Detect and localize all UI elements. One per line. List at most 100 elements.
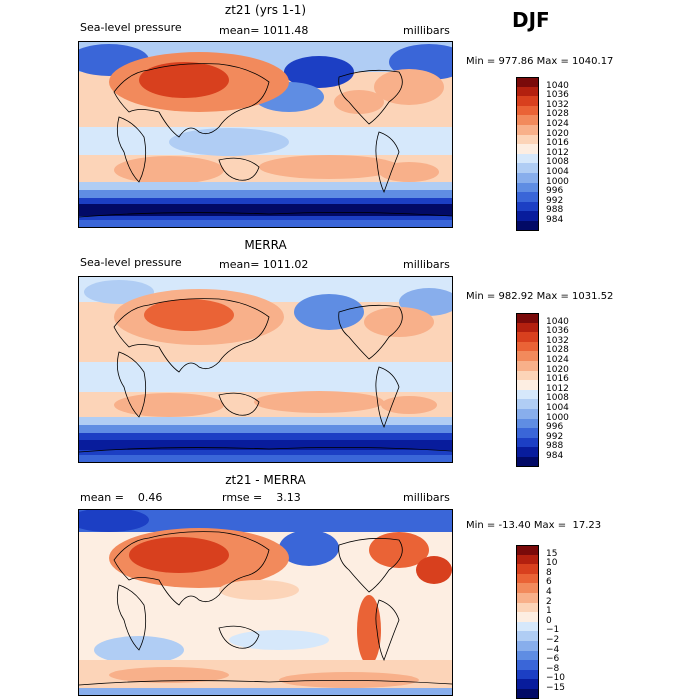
colorbar-frame	[516, 545, 539, 699]
colorbar-tick-label: 1004	[546, 167, 569, 177]
colorbar-swatch	[516, 660, 539, 670]
colorbar-tick-label: 1016	[546, 138, 569, 149]
colorbar-swatch	[516, 631, 539, 641]
panel-3-title: zt21 - MERRA	[225, 473, 306, 487]
colorbar-tick-label: 10	[546, 558, 558, 569]
panel-2-mean-label: mean= 1011.02	[219, 258, 309, 271]
colorbar-swatch	[516, 322, 539, 333]
colorbar-tick-label: 1040	[546, 80, 569, 91]
colorbar-tick-label: 6	[546, 577, 552, 588]
colorbar-swatch	[516, 389, 539, 400]
colorbar-swatch	[516, 564, 539, 574]
colorbar-tick-label: 1024	[546, 355, 569, 365]
colorbar-tick-label: 1024	[546, 119, 569, 129]
colorbar-swatch	[516, 351, 539, 361]
colorbar-swatch	[516, 313, 539, 323]
colorbar-swatch	[516, 409, 539, 419]
colorbar-tick-label: 996	[546, 422, 564, 433]
colorbar-swatch	[516, 593, 539, 603]
panel-2-map	[78, 276, 453, 463]
colorbar-swatch	[516, 621, 539, 632]
colorbar-swatch	[516, 370, 539, 381]
colorbar-tick-label: 1036	[546, 326, 569, 337]
panel-3-map-field	[79, 510, 452, 695]
panel-2-left-label: Sea-level pressure	[80, 256, 182, 269]
colorbar-tick-label: −4	[546, 644, 560, 655]
panel-3-map	[78, 509, 453, 696]
panel-3-rmse-label: rmse = 3.13	[222, 491, 301, 504]
panel-2-map-field	[79, 277, 452, 462]
colorbar-swatch	[516, 399, 539, 409]
panel-1-left-label: Sea-level pressure	[80, 21, 182, 34]
colorbar-tick-label: 1020	[546, 128, 569, 139]
colorbar-swatch	[516, 221, 539, 231]
colorbar-swatch	[516, 211, 539, 221]
colorbar-tick-label: 1000	[546, 412, 569, 423]
panel-2-title: MERRA	[244, 238, 287, 252]
colorbar-tick-label: 1012	[546, 147, 569, 158]
panel-3-left-label: mean = 0.46	[80, 491, 163, 504]
colorbar-swatch	[516, 380, 539, 390]
colorbar-swatch	[516, 341, 539, 352]
colorbar-tick-label: −15	[546, 683, 565, 693]
colorbar-tick-label: −1	[546, 625, 560, 636]
colorbar-tick-label: 8	[546, 567, 552, 578]
colorbar-swatch	[516, 447, 539, 457]
colorbar-swatch	[516, 105, 539, 116]
panel-3-minmax: Min = -13.40 Max = 17.23	[466, 520, 602, 531]
colorbar-swatch	[516, 86, 539, 97]
colorbar-swatch	[516, 650, 539, 661]
colorbar-swatch	[516, 192, 539, 202]
colorbar-swatch	[516, 573, 539, 584]
colorbar-swatch	[516, 602, 539, 613]
colorbar-tick-label: −6	[546, 654, 560, 665]
panel-1-units-label: millibars	[403, 24, 450, 37]
colorbar-frame	[516, 313, 539, 467]
colorbar-tick-label: 1008	[546, 157, 569, 168]
colorbar-swatch	[516, 583, 539, 593]
colorbar-tick-label: 1012	[546, 383, 569, 394]
colorbar-tick-label: 1032	[546, 99, 569, 110]
colorbar-tick-label: 1016	[546, 374, 569, 385]
panel-1-map	[78, 41, 453, 228]
colorbar-tick-label: 992	[546, 195, 564, 206]
colorbar-frame	[516, 77, 539, 231]
colorbar-swatch	[516, 437, 539, 448]
colorbar-swatch	[516, 457, 539, 467]
season-label: DJF	[512, 8, 550, 32]
colorbar-tick-label: 1028	[546, 345, 569, 356]
colorbar-swatch	[516, 545, 539, 555]
colorbar-tick-label: 988	[546, 205, 564, 216]
colorbar-tick-label: 988	[546, 441, 564, 452]
colorbar-swatch	[516, 361, 539, 371]
colorbar-swatch	[516, 332, 539, 342]
colorbar-tick-label: 2	[546, 596, 552, 607]
colorbar-tick-label: 15	[546, 548, 558, 559]
colorbar-swatch	[516, 689, 539, 699]
colorbar-tick-label: 984	[546, 215, 564, 225]
colorbar-swatch	[516, 679, 539, 689]
colorbar-swatch	[516, 182, 539, 193]
colorbar-tick-label: 1020	[546, 364, 569, 375]
colorbar-tick-label: 992	[546, 431, 564, 442]
colorbar-tick-label: 984	[546, 451, 564, 461]
colorbar-tick-label: 1040	[546, 316, 569, 327]
colorbar-tick-label: −8	[546, 663, 560, 674]
colorbar-swatch	[516, 144, 539, 154]
colorbar-tick-label: 996	[546, 186, 564, 197]
colorbar-swatch	[516, 153, 539, 164]
panel-1-mean-label: mean= 1011.48	[219, 24, 309, 37]
panel-1-map-field	[79, 42, 452, 227]
colorbar-swatch	[516, 641, 539, 651]
colorbar-swatch	[516, 418, 539, 429]
colorbar-tick-label: 1	[546, 606, 552, 617]
colorbar-swatch	[516, 669, 539, 680]
colorbar-swatch	[516, 77, 539, 87]
colorbar-tick-label: 0	[546, 615, 552, 626]
panel-2-minmax: Min = 982.92 Max = 1031.52	[466, 291, 614, 302]
colorbar-tick-label: 1004	[546, 403, 569, 413]
colorbar-tick-label: 1008	[546, 393, 569, 404]
colorbar-swatch	[516, 96, 539, 106]
colorbar-tick-label: 1000	[546, 176, 569, 187]
colorbar-swatch	[516, 163, 539, 173]
